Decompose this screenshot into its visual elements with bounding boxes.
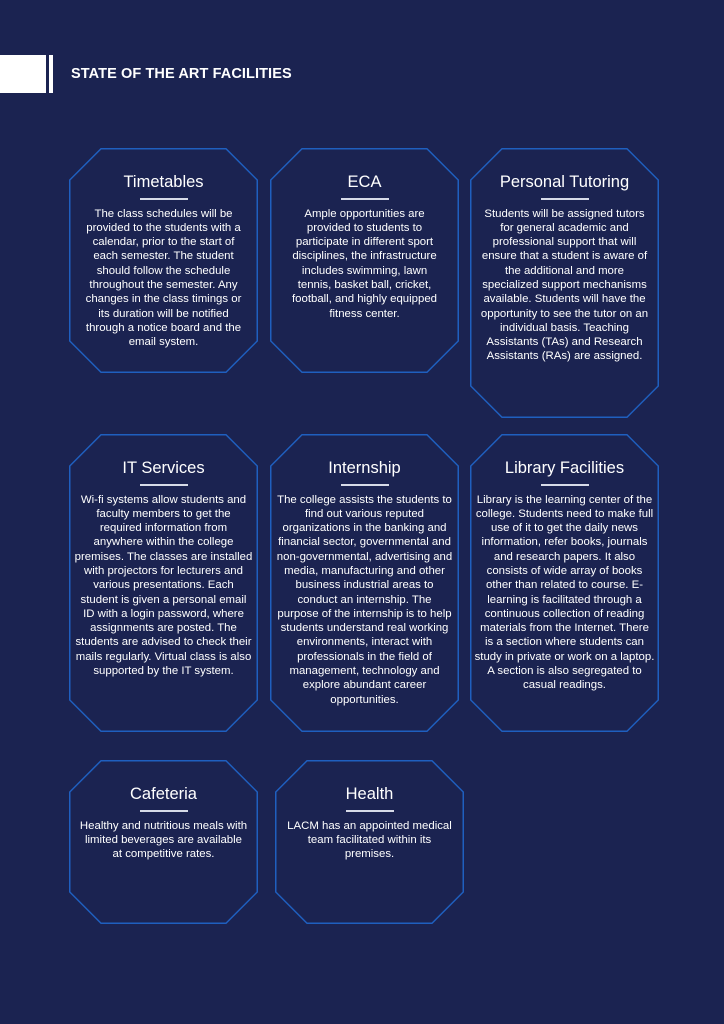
- card-body: Library is the learning center of the co…: [474, 493, 655, 692]
- card-octagon-outline: [69, 760, 258, 924]
- card-body: Healthy and nutritious meals with limite…: [79, 819, 248, 861]
- card-frame: [270, 434, 459, 732]
- card-octagon-outline: [270, 434, 459, 732]
- card-frame: [69, 760, 258, 924]
- facility-card-it-services: IT Services Wi-fi systems allow students…: [69, 434, 258, 732]
- card-frame: [470, 434, 659, 732]
- card-title: Health: [345, 785, 394, 803]
- card-octagon-outline: [270, 148, 459, 373]
- card-body: LACM has an appointed medical team facil…: [287, 819, 452, 861]
- card-title: Timetables: [123, 173, 204, 191]
- card-title: ECA: [347, 173, 382, 191]
- facility-card-library-facilities: Library Facilities Library is the learni…: [470, 434, 659, 732]
- card-frame: [69, 148, 258, 373]
- card-body: The class schedules will be provided to …: [85, 207, 242, 349]
- card-title-rule: [340, 198, 389, 200]
- card-body: Ample opportunities are provided to stud…: [291, 207, 438, 320]
- facility-card-personal-tutoring: Personal Tutoring Students will be assig…: [470, 148, 659, 418]
- facility-card-timetables: Timetables The class schedules will be p…: [69, 148, 258, 373]
- card-title: Internship: [328, 459, 401, 477]
- card-octagon-outline: [275, 760, 464, 924]
- card-frame: [270, 148, 459, 373]
- card-title: IT Services: [122, 459, 205, 477]
- card-title-rule: [139, 198, 188, 200]
- card-body: Students will be assigned tutors for gen…: [480, 207, 649, 363]
- card-title-rule: [139, 810, 188, 812]
- card-frame: [275, 760, 464, 924]
- facility-card-cafeteria: Cafeteria Healthy and nutritious meals w…: [69, 760, 258, 924]
- card-title-rule: [340, 484, 389, 486]
- card-octagon-outline: [470, 434, 659, 732]
- card-title: Personal Tutoring: [499, 173, 630, 191]
- header-accent-block: [0, 55, 46, 93]
- card-title: Cafeteria: [130, 785, 197, 803]
- facility-card-internship: Internship The college assists the stude…: [270, 434, 459, 732]
- card-octagon-outline: [69, 148, 258, 373]
- card-octagon-outline: [470, 148, 659, 418]
- card-frame: [69, 434, 258, 732]
- card-body: Wi-fi systems allow students and faculty…: [74, 493, 253, 678]
- facility-card-health: Health LACM has an appointed medical tea…: [275, 760, 464, 924]
- page-title: STATE OF THE ART FACILITIES: [71, 66, 292, 82]
- card-octagon-outline: [69, 434, 258, 732]
- header-accent-bar: [49, 55, 53, 93]
- card-body: The college assists the students to find…: [276, 493, 453, 706]
- card-title: Library Facilities: [504, 459, 625, 477]
- facility-card-eca: ECA Ample opportunities are provided to …: [270, 148, 459, 373]
- card-title-rule: [345, 810, 394, 812]
- card-title-rule: [139, 484, 188, 486]
- card-title-rule: [540, 484, 589, 486]
- card-frame: [470, 148, 659, 418]
- card-title-rule: [540, 198, 589, 200]
